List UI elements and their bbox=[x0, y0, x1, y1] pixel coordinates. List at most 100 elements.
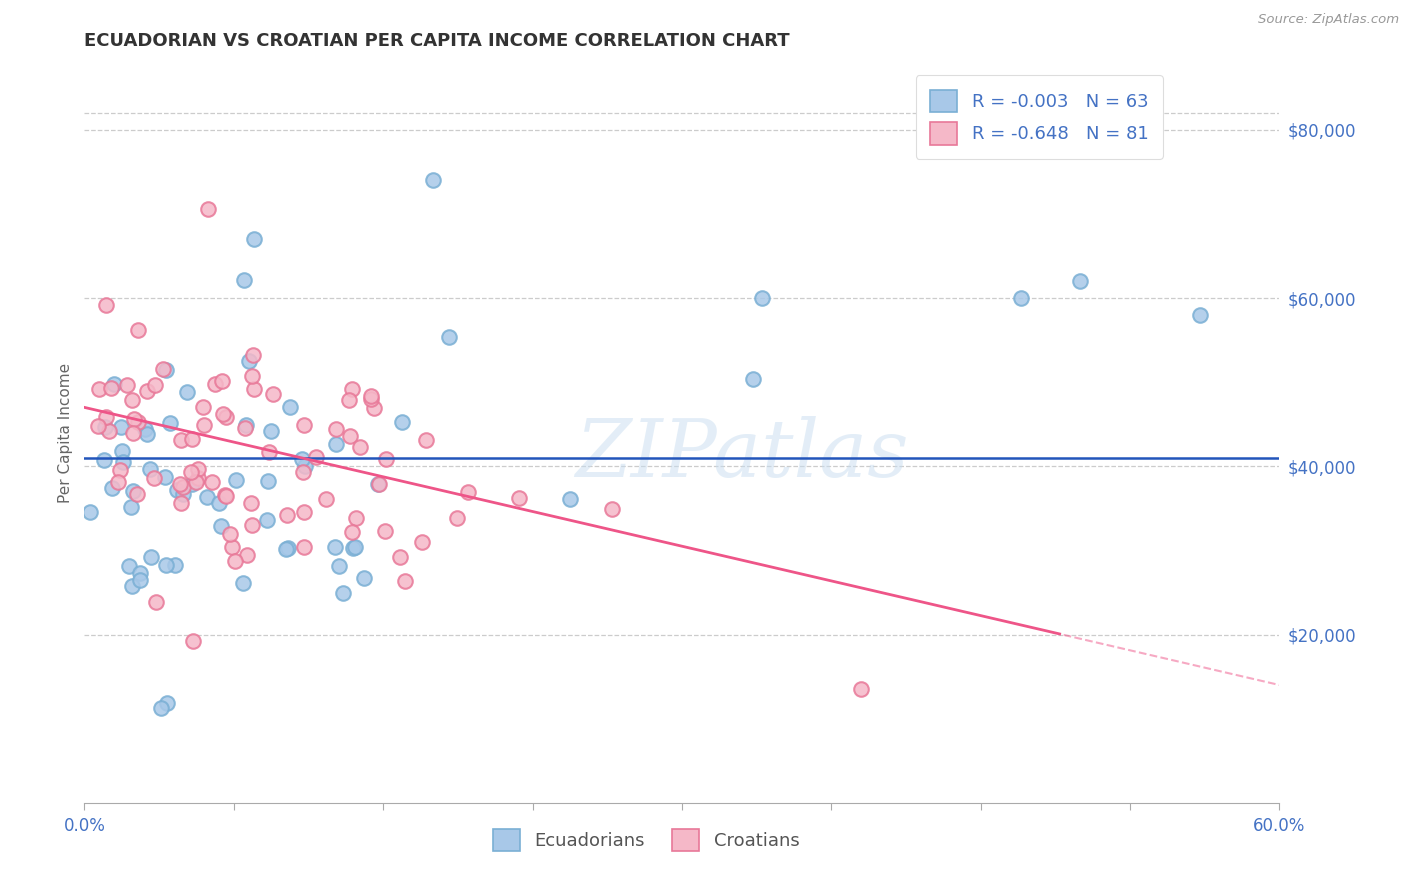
Point bbox=[340, 382, 363, 396]
Point bbox=[183, 633, 205, 648]
Point bbox=[219, 527, 242, 541]
Point bbox=[224, 554, 246, 568]
Point bbox=[143, 471, 166, 485]
Point bbox=[127, 416, 149, 430]
Point bbox=[422, 173, 444, 187]
Point bbox=[236, 548, 259, 562]
Point bbox=[120, 500, 142, 514]
Point bbox=[367, 477, 389, 491]
Text: ZIPatlas: ZIPatlas bbox=[575, 416, 908, 493]
Point bbox=[233, 421, 256, 435]
Point bbox=[304, 450, 326, 464]
Point bbox=[172, 487, 194, 501]
Point bbox=[360, 389, 382, 403]
Point bbox=[211, 374, 233, 388]
Point bbox=[394, 574, 416, 588]
Point bbox=[437, 330, 460, 344]
Point bbox=[233, 273, 256, 287]
Point bbox=[367, 476, 389, 491]
Point bbox=[94, 409, 117, 424]
Point bbox=[134, 422, 156, 436]
Point bbox=[129, 573, 152, 587]
Point bbox=[127, 324, 149, 338]
Point bbox=[389, 550, 412, 565]
Point bbox=[136, 384, 159, 399]
Point bbox=[169, 496, 191, 510]
Point bbox=[242, 348, 264, 362]
Point bbox=[107, 475, 129, 489]
Point bbox=[209, 518, 232, 533]
Point bbox=[139, 462, 162, 476]
Point bbox=[94, 298, 117, 312]
Point bbox=[294, 459, 316, 474]
Point bbox=[328, 558, 350, 573]
Point bbox=[276, 508, 298, 522]
Point bbox=[256, 513, 278, 527]
Point bbox=[87, 419, 110, 434]
Point bbox=[415, 433, 437, 447]
Point bbox=[139, 549, 162, 564]
Point bbox=[150, 701, 173, 715]
Point bbox=[191, 401, 214, 415]
Point bbox=[159, 417, 181, 431]
Point bbox=[122, 483, 145, 498]
Point bbox=[259, 424, 281, 438]
Point bbox=[121, 392, 143, 407]
Point bbox=[225, 473, 247, 487]
Text: ECUADORIAN VS CROATIAN PER CAPITA INCOME CORRELATION CHART: ECUADORIAN VS CROATIAN PER CAPITA INCOME… bbox=[84, 32, 790, 50]
Point bbox=[508, 491, 530, 505]
Point bbox=[201, 475, 224, 489]
Point bbox=[184, 475, 207, 489]
Point bbox=[340, 525, 363, 540]
Point bbox=[240, 496, 263, 510]
Point bbox=[180, 432, 202, 446]
Point bbox=[374, 524, 396, 538]
Point bbox=[110, 419, 132, 434]
Point bbox=[155, 558, 177, 573]
Point bbox=[125, 487, 148, 501]
Point bbox=[180, 477, 202, 491]
Point bbox=[89, 382, 111, 396]
Point bbox=[240, 368, 263, 383]
Point bbox=[172, 479, 194, 493]
Point bbox=[215, 409, 238, 424]
Point bbox=[100, 381, 122, 395]
Point bbox=[193, 417, 215, 432]
Point bbox=[204, 377, 226, 392]
Point bbox=[292, 417, 315, 432]
Point bbox=[243, 382, 266, 396]
Point bbox=[215, 489, 238, 503]
Point bbox=[363, 401, 385, 415]
Point bbox=[166, 483, 188, 498]
Point bbox=[180, 465, 202, 479]
Point bbox=[122, 412, 145, 426]
Point bbox=[122, 425, 145, 440]
Point bbox=[325, 437, 347, 451]
Point bbox=[93, 453, 115, 467]
Point bbox=[169, 476, 191, 491]
Point bbox=[277, 541, 299, 556]
Point bbox=[360, 392, 382, 406]
Point bbox=[100, 481, 122, 495]
Point bbox=[143, 378, 166, 392]
Point bbox=[170, 433, 193, 447]
Point bbox=[214, 488, 236, 502]
Point bbox=[135, 427, 157, 442]
Point bbox=[195, 490, 218, 504]
Point bbox=[118, 559, 141, 574]
Point bbox=[153, 470, 176, 484]
Y-axis label: Per Capita Income: Per Capita Income bbox=[58, 362, 73, 503]
Point bbox=[349, 440, 371, 454]
Point bbox=[235, 417, 257, 432]
Point bbox=[187, 471, 209, 485]
Point bbox=[411, 535, 433, 549]
Point bbox=[262, 387, 284, 401]
Point bbox=[197, 202, 219, 217]
Point bbox=[156, 696, 179, 710]
Point bbox=[1188, 308, 1211, 322]
Point bbox=[315, 491, 337, 506]
Point bbox=[446, 510, 468, 524]
Point bbox=[152, 362, 174, 376]
Point bbox=[145, 595, 167, 609]
Point bbox=[292, 505, 315, 519]
